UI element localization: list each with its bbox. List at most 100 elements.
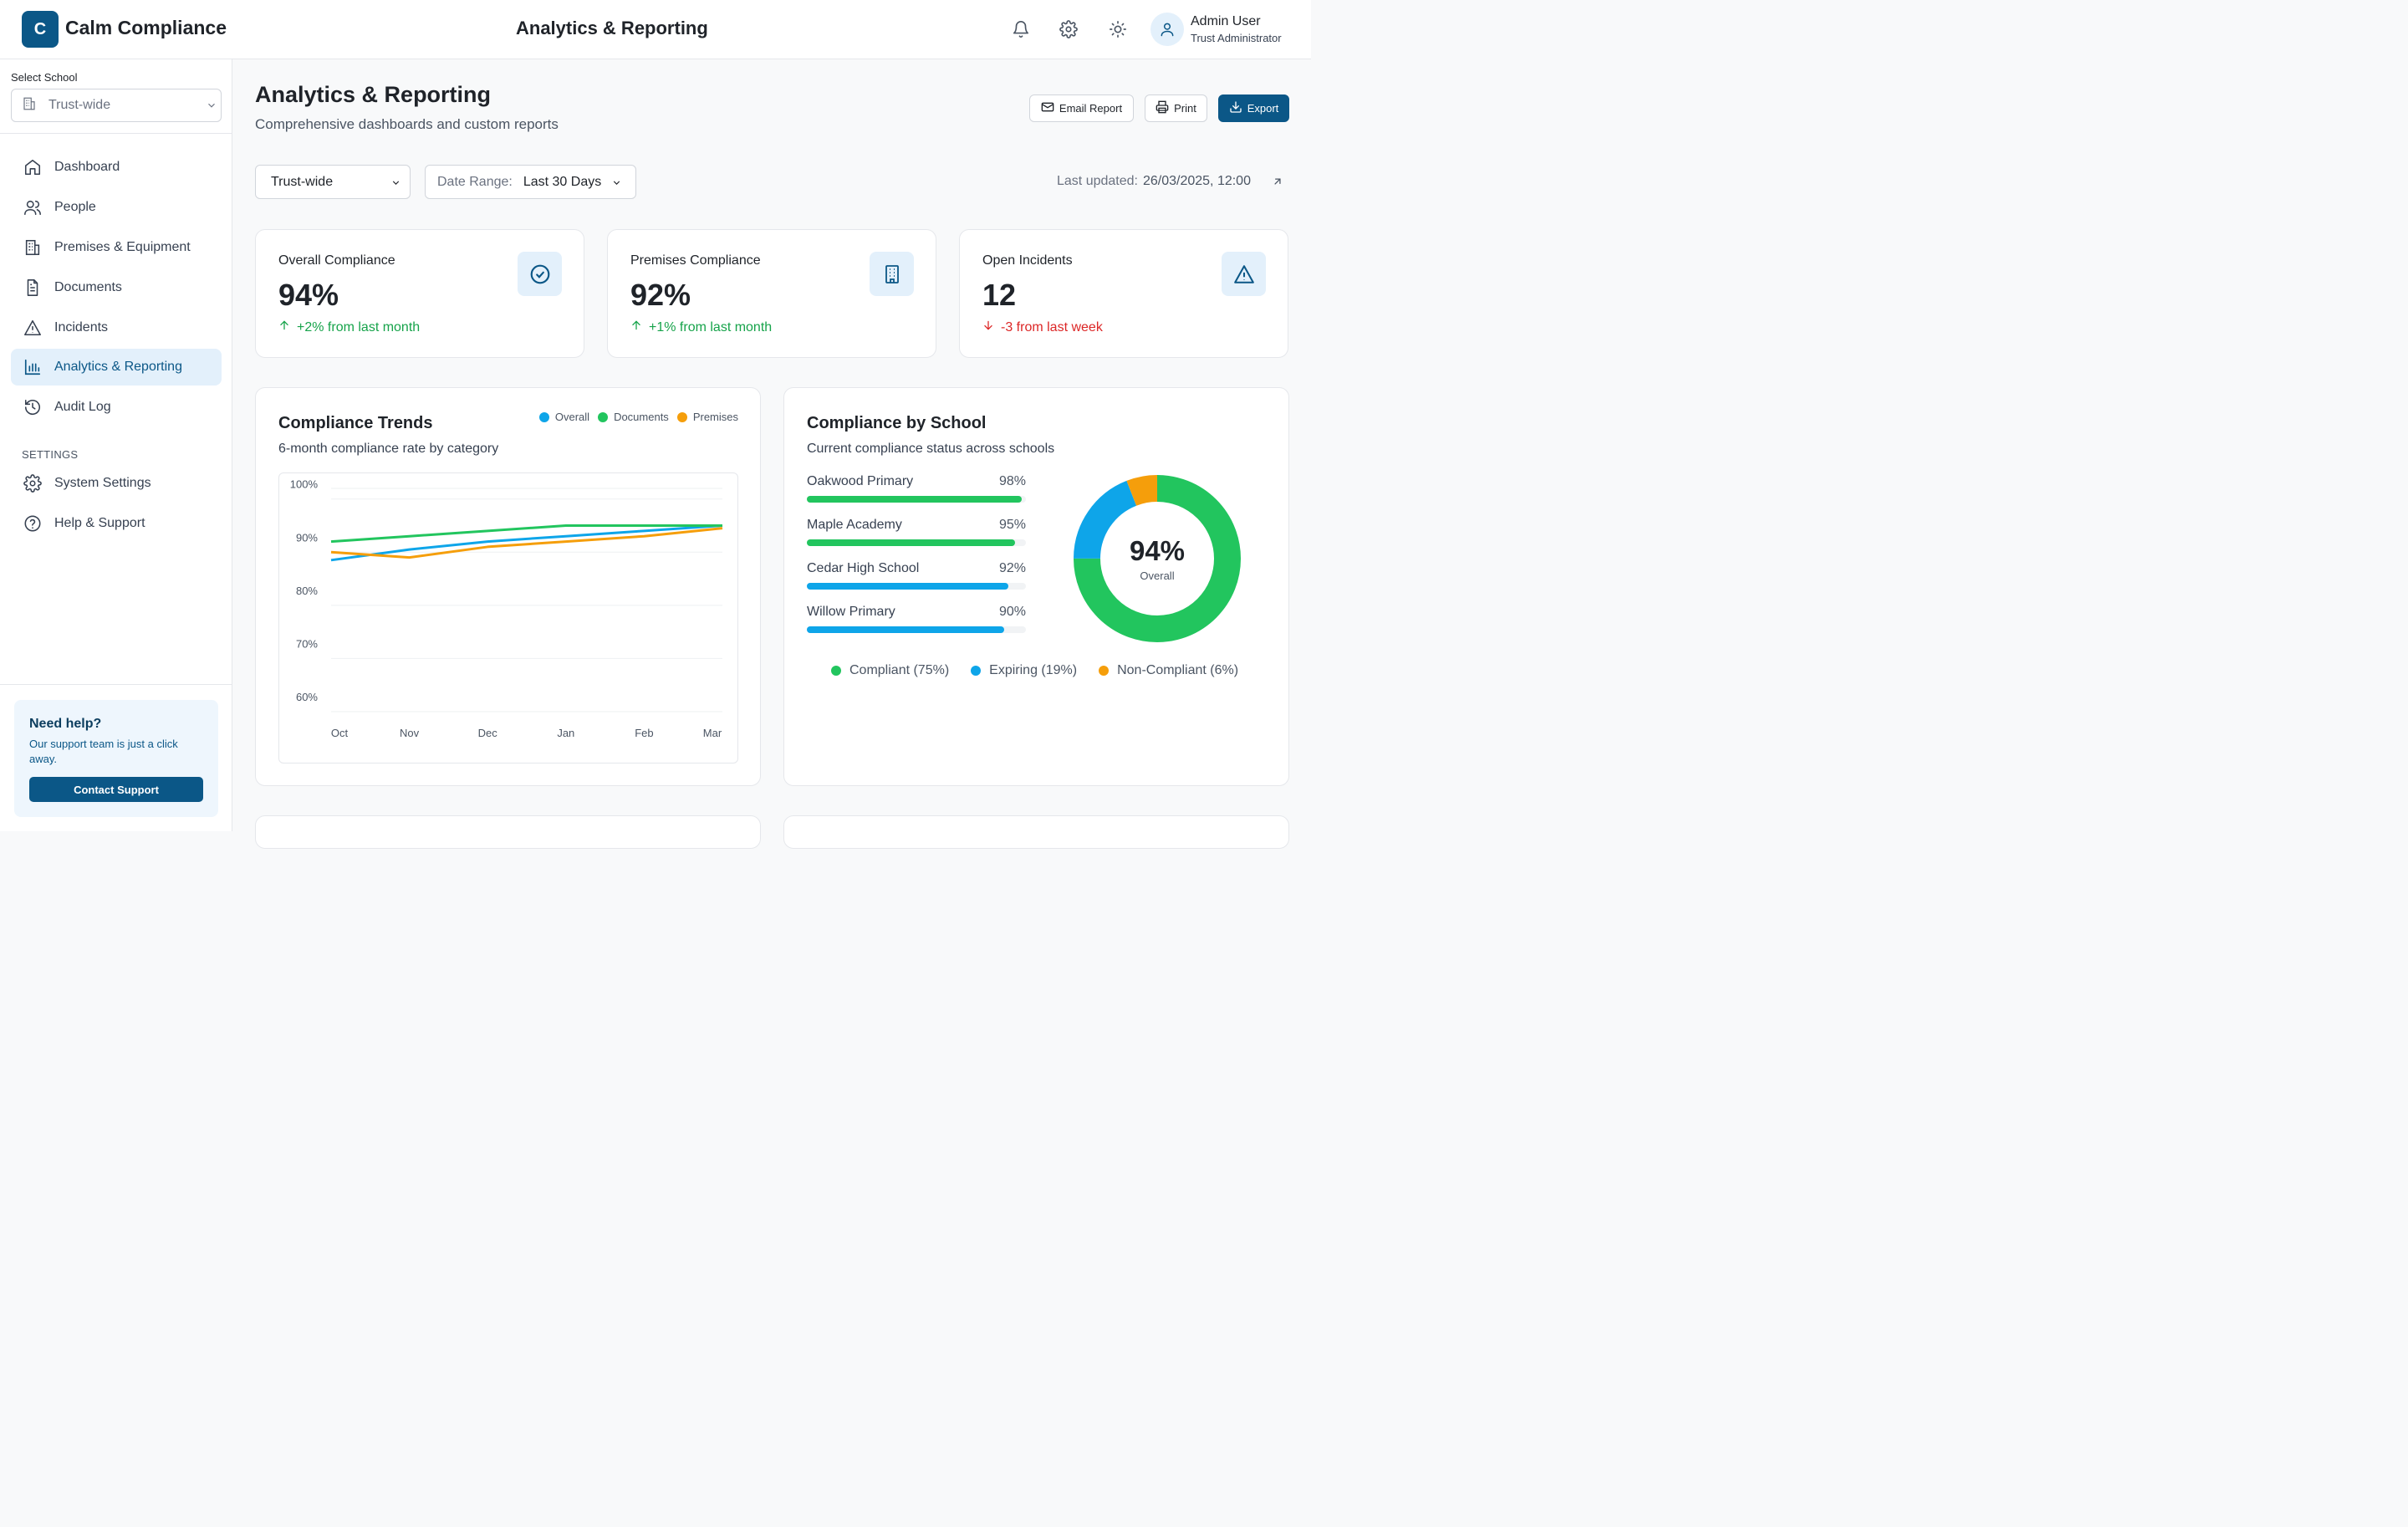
date-range-label: Date Range: — [437, 174, 513, 189]
legend-label: Non-Compliant (6%) — [1117, 663, 1239, 677]
compliance-by-school-panel: Compliance by School Current compliance … — [783, 387, 1289, 786]
contact-support-button[interactable]: Contact Support — [29, 777, 203, 802]
arrow-down-icon — [982, 319, 994, 335]
school-row-cedar[interactable]: Cedar High School 92% — [807, 561, 1026, 590]
sidebar-item-label: Help & Support — [54, 516, 145, 530]
school-percent: 95% — [998, 518, 1026, 532]
gear-icon[interactable] — [1058, 18, 1079, 40]
notifications-bell-icon[interactable] — [1010, 18, 1032, 40]
donut-segment — [1074, 475, 1241, 642]
chevron-down-icon — [206, 100, 217, 115]
panel-subtitle: Current compliance status across schools — [807, 442, 1055, 456]
date-range-select[interactable]: Date Range: Last 30 Days — [425, 165, 636, 199]
stat-label: Premises Compliance — [630, 253, 761, 268]
school-select[interactable]: Trust-wide — [11, 89, 222, 122]
stat-value: 92% — [630, 278, 691, 312]
sidebar-item-label: Audit Log — [54, 400, 111, 414]
donut-center-label: Overall — [1140, 569, 1175, 582]
sidebar-item-audit-log[interactable]: Audit Log — [11, 389, 222, 426]
history-icon — [23, 397, 43, 417]
email-report-button[interactable]: Email Report — [1029, 94, 1134, 122]
divider — [0, 684, 232, 685]
email-report-label: Email Report — [1059, 102, 1123, 115]
stat-value: 94% — [278, 278, 339, 312]
export-button[interactable]: Export — [1218, 94, 1289, 122]
sidebar-item-label: Incidents — [54, 320, 109, 335]
users-icon — [23, 197, 43, 217]
sidebar-item-premises[interactable]: Premises & Equipment — [11, 229, 222, 266]
user-avatar-icon[interactable] — [1150, 13, 1184, 46]
sidebar-item-label: System Settings — [54, 476, 151, 490]
sidebar-item-system-settings[interactable]: System Settings — [11, 465, 222, 502]
legend-label: Overall — [554, 411, 590, 423]
stat-label: Overall Compliance — [278, 253, 395, 268]
school-row-maple[interactable]: Maple Academy 95% — [807, 518, 1026, 546]
sidebar-item-dashboard[interactable]: Dashboard — [11, 149, 222, 186]
legend-item: Premises — [676, 411, 738, 423]
brand-name[interactable]: Calm Compliance — [65, 17, 227, 38]
x-tick-label: Nov — [400, 727, 420, 739]
check-circle-icon — [518, 252, 562, 296]
header-page-title: Analytics & Reporting — [516, 18, 708, 38]
school-row-willow[interactable]: Willow Primary 90% — [807, 605, 1026, 633]
y-tick-label: 90% — [296, 531, 318, 544]
x-tick-label: Oct — [331, 727, 349, 739]
panel-title: Compliance Trends — [278, 414, 433, 432]
progress-track — [807, 583, 1026, 590]
school-name: Maple Academy — [807, 518, 902, 532]
print-button[interactable]: Print — [1145, 94, 1207, 122]
document-icon — [23, 278, 43, 298]
stat-change: +2% from last month — [278, 319, 420, 335]
scope-select[interactable]: Trust-wide — [255, 165, 411, 199]
arrow-up-icon — [630, 319, 642, 335]
last-updated-label: Last updated: — [1057, 174, 1138, 188]
app-logo[interactable]: C — [22, 11, 59, 48]
user-name[interactable]: Admin User — [1191, 14, 1261, 28]
sidebar-item-people[interactable]: People — [11, 189, 222, 226]
legend-dot — [598, 411, 609, 422]
stat-change-text: +1% from last month — [649, 319, 773, 335]
sidebar-item-label: Analytics & Reporting — [54, 360, 182, 374]
series-line-premises — [330, 527, 723, 559]
legend-dot — [1099, 666, 1110, 676]
date-range-value: Last 30 Days — [523, 174, 602, 189]
stat-label: Open Incidents — [982, 253, 1073, 268]
sidebar-item-analytics[interactable]: Analytics & Reporting — [11, 349, 222, 386]
stat-value: 12 — [982, 278, 1017, 312]
x-tick-label: Mar — [703, 727, 722, 739]
school-select-value: Trust-wide — [48, 98, 111, 112]
compliance-trends-panel: Compliance Trends 6-month compliance rat… — [255, 387, 761, 786]
divider — [0, 133, 232, 134]
sidebar-item-label: Premises & Equipment — [54, 240, 191, 254]
legend-item: Compliant (75%) — [831, 663, 949, 678]
legend-dot — [971, 666, 982, 676]
school-percent: 92% — [998, 561, 1026, 575]
donut-legend: Compliant (75%) Expiring (19%) Non-Compl… — [831, 663, 1238, 678]
school-row-oakwood[interactable]: Oakwood Primary 98% — [807, 474, 1026, 503]
sidebar-item-label: People — [54, 200, 96, 214]
legend-dot — [676, 411, 687, 422]
chart-legend: Overall Documents Premises — [538, 411, 738, 423]
legend-label: Expiring (19%) — [989, 663, 1078, 677]
bar-chart-icon — [23, 357, 43, 377]
sidebar-item-label: Documents — [54, 280, 122, 294]
sidebar-item-documents[interactable]: Documents — [11, 269, 222, 306]
school-name: Cedar High School — [807, 561, 920, 575]
user-role: Trust Administrator — [1191, 32, 1282, 44]
printer-icon — [1156, 100, 1169, 116]
legend-item: Expiring (19%) — [971, 663, 1077, 678]
sun-theme-icon[interactable] — [1107, 18, 1129, 40]
progress-fill — [807, 583, 1009, 590]
external-link-arrow-icon[interactable] — [1272, 176, 1283, 192]
download-icon — [1229, 100, 1242, 116]
home-icon — [23, 157, 43, 177]
top-header: C Calm Compliance Analytics & Reporting … — [0, 0, 1311, 59]
sidebar-item-incidents[interactable]: Incidents — [11, 309, 222, 346]
building-icon — [22, 96, 37, 115]
progress-track — [807, 496, 1026, 503]
select-school-label: Select School — [11, 71, 78, 84]
sidebar-item-help-support[interactable]: Help & Support — [11, 505, 222, 542]
progress-fill — [807, 496, 1022, 503]
lower-panel-right — [783, 815, 1289, 849]
line-chart-container: 100% 90% 80% 70% 60% Oct Nov Dec Jan Feb Mar — [278, 472, 738, 764]
